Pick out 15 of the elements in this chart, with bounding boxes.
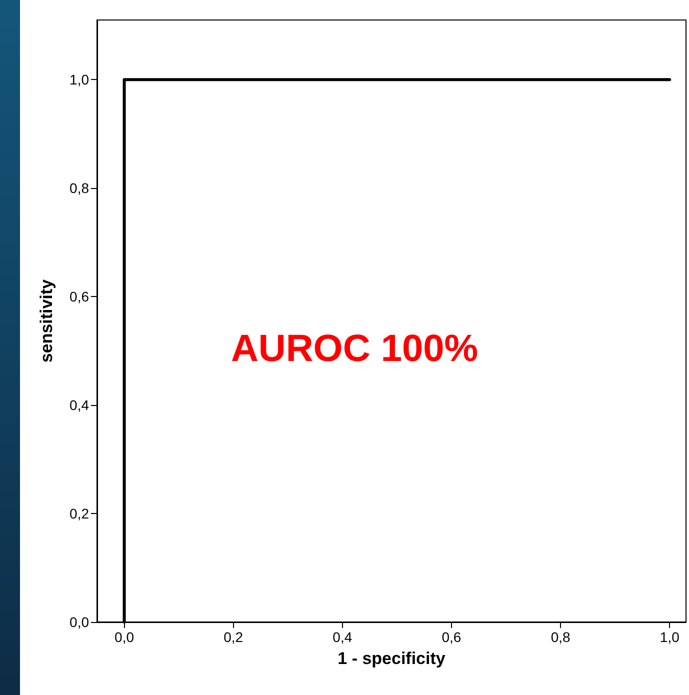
x-tick-label: 0,6 bbox=[442, 629, 462, 645]
y-tick-label: 0,6 bbox=[70, 288, 90, 305]
y-tick-label: 0,8 bbox=[70, 180, 90, 196]
x-tick-label: 1,0 bbox=[660, 629, 680, 645]
y-axis-title: sensitivity bbox=[37, 278, 56, 363]
x-axis-title: 1 - specificity bbox=[338, 649, 446, 668]
y-tick-label: 0,0 bbox=[70, 614, 90, 630]
y-tick-label: 1,0 bbox=[70, 72, 90, 88]
y-tick-label: 0,4 bbox=[70, 397, 90, 414]
x-tick-label: 0,4 bbox=[332, 629, 352, 645]
annotation: AUROC 100% bbox=[230, 328, 478, 370]
x-tick-label: 0,0 bbox=[114, 629, 134, 645]
x-tick-label: 0,8 bbox=[550, 629, 571, 645]
x-tick-label: 0,2 bbox=[224, 629, 244, 645]
y-tick-label: 0,2 bbox=[70, 506, 90, 522]
